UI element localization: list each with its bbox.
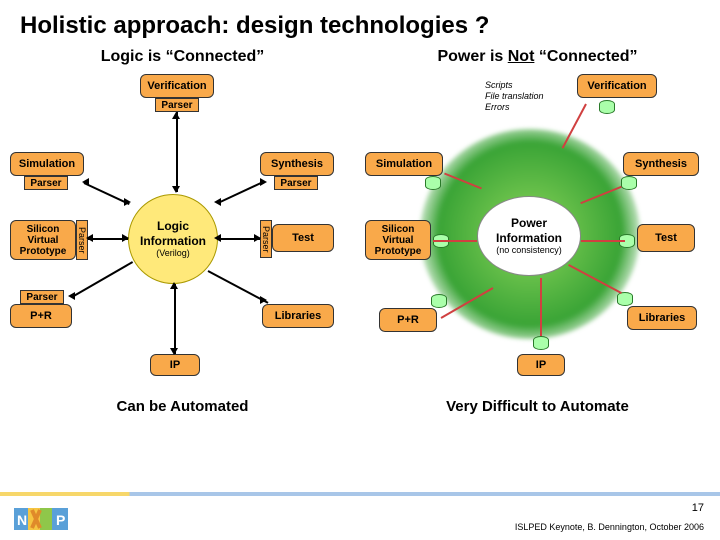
diagram-columns: Logic is “Connected” Logic Information (… bbox=[0, 44, 720, 428]
slide-title: Holistic approach: design technologies ? bbox=[0, 0, 720, 44]
parser-left-of-test: Parser bbox=[260, 220, 272, 258]
right-column: Power is Not “Connected” Power Informati… bbox=[365, 48, 710, 428]
footer-accent-bar bbox=[0, 492, 720, 496]
page-number: 17 bbox=[692, 502, 704, 514]
left-diagram: Logic Information (Verilog) Verification… bbox=[10, 74, 355, 394]
nxp-logo: N P bbox=[14, 504, 72, 534]
left-column: Logic is “Connected” Logic Information (… bbox=[10, 48, 355, 428]
left-caption: Can be Automated bbox=[10, 398, 355, 415]
ip-node: IP bbox=[150, 354, 200, 376]
db-icon bbox=[621, 176, 637, 190]
db-icon bbox=[431, 294, 447, 308]
footer-citation: ISLPED Keynote, B. Dennington, October 2… bbox=[515, 522, 704, 532]
test-node-r: Test bbox=[637, 224, 695, 252]
verification-node-r: Verification bbox=[577, 74, 657, 98]
svp-node-r: Silicon Virtual Prototype bbox=[365, 220, 431, 260]
libraries-node-r: Libraries bbox=[627, 306, 697, 330]
db-icon bbox=[617, 292, 633, 306]
power-information-node: Power Information (no consistency) bbox=[477, 196, 581, 276]
right-header: Power is Not “Connected” bbox=[365, 48, 710, 66]
right-diagram: Power Information (no consistency) Scrip… bbox=[365, 74, 710, 394]
center-label: Logic Information bbox=[140, 219, 206, 248]
libraries-node: Libraries bbox=[262, 304, 334, 328]
parser-below-verification: Parser bbox=[155, 98, 199, 112]
svg-text:N: N bbox=[17, 512, 27, 528]
logic-information-node: Logic Information (Verilog) bbox=[128, 194, 218, 284]
left-header: Logic is “Connected” bbox=[10, 48, 355, 66]
db-icon bbox=[533, 336, 549, 350]
center-sublabel: (Verilog) bbox=[156, 248, 190, 259]
parser-above-pr: Parser bbox=[20, 290, 64, 304]
svg-text:P: P bbox=[56, 512, 65, 528]
parser-below-simulation: Parser bbox=[24, 176, 68, 190]
synthesis-node: Synthesis bbox=[260, 152, 334, 176]
test-node: Test bbox=[272, 224, 334, 252]
ip-node-r: IP bbox=[517, 354, 565, 376]
pr-node: P+R bbox=[10, 304, 72, 328]
right-header-not: Not bbox=[508, 48, 535, 65]
db-icon bbox=[599, 100, 615, 114]
simulation-node-r: Simulation bbox=[365, 152, 443, 176]
right-notes: Scripts File translation Errors bbox=[485, 80, 544, 112]
db-icon bbox=[425, 176, 441, 190]
right-header-pre: Power is bbox=[437, 48, 507, 65]
center-label-right: Power Information bbox=[496, 216, 562, 245]
parser-below-synthesis: Parser bbox=[274, 176, 318, 190]
pr-node-r: P+R bbox=[379, 308, 437, 332]
synthesis-node-r: Synthesis bbox=[623, 152, 699, 176]
verification-node: Verification bbox=[140, 74, 214, 98]
right-header-post: “Connected” bbox=[534, 48, 637, 65]
svp-node: Silicon Virtual Prototype bbox=[10, 220, 76, 260]
simulation-node: Simulation bbox=[10, 152, 84, 176]
center-sublabel-right: (no consistency) bbox=[496, 245, 562, 256]
right-caption: Very Difficult to Automate bbox=[365, 398, 710, 415]
